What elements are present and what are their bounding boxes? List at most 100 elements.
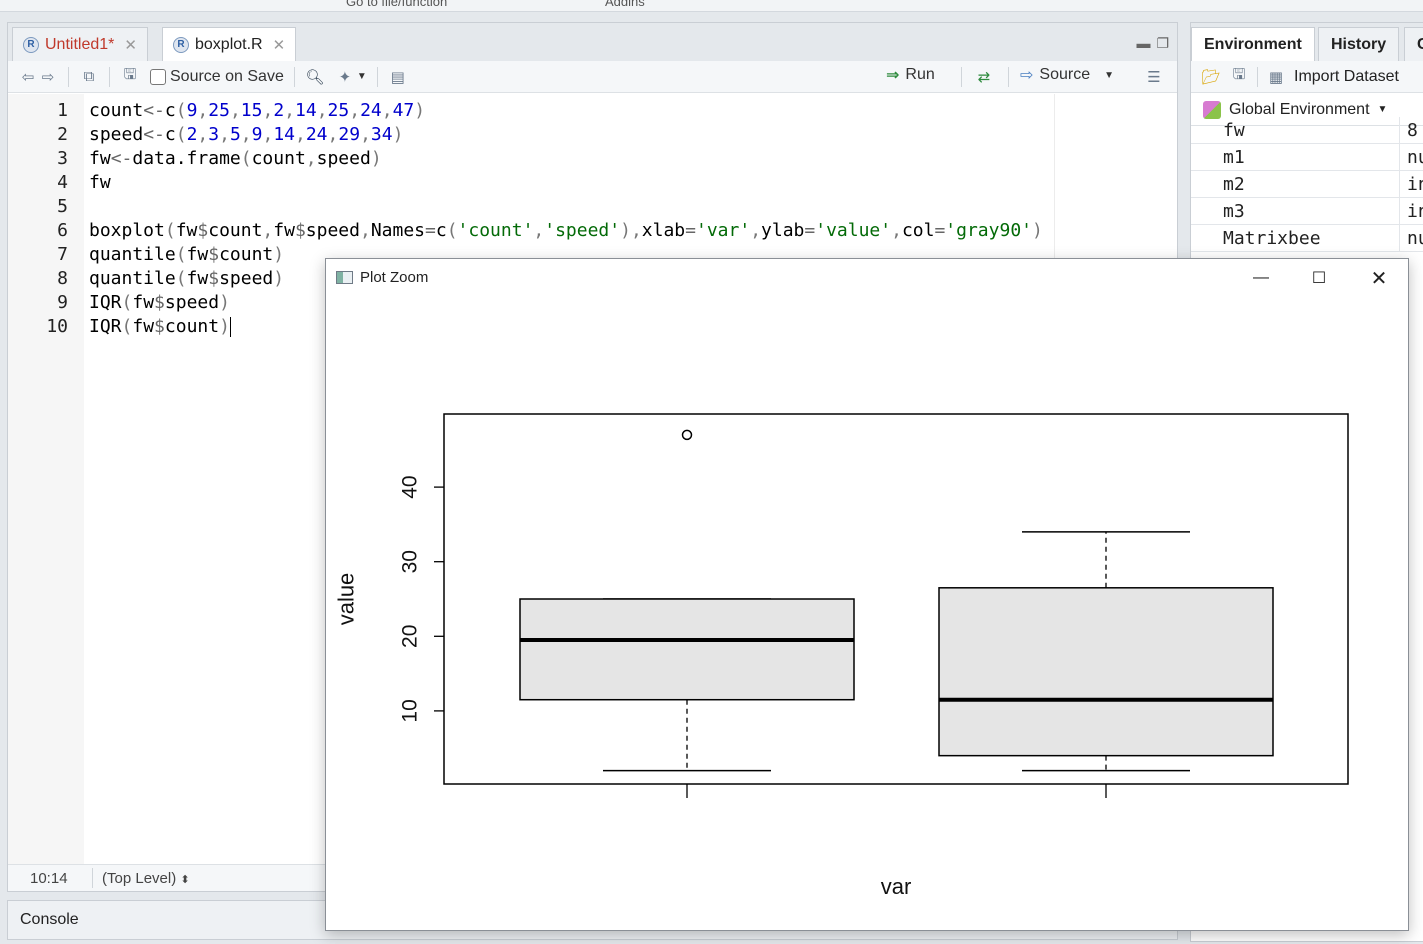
code-line[interactable]: IQR(fw$count): [89, 316, 231, 337]
import-dataset-icon[interactable]: ▦: [1268, 68, 1284, 86]
toolbar-divider: [961, 67, 962, 87]
back-arrow-icon[interactable]: ⇦: [21, 68, 35, 86]
code-line[interactable]: count<-c(9,25,15,2,14,25,24,47): [89, 100, 426, 121]
close-icon[interactable]: ✕: [1370, 267, 1388, 290]
environment-scope-selector[interactable]: Global Environment ▼: [1191, 94, 1423, 126]
window-titlebar[interactable]: Plot Zoom — ☐ ✕: [326, 259, 1408, 297]
run-label: Run: [905, 66, 935, 83]
environment-tab-bar: Environment History C: [1191, 23, 1423, 61]
show-in-window-icon[interactable]: ⧉: [83, 68, 95, 85]
environment-row[interactable]: fw 8: [1191, 117, 1423, 144]
environment-row[interactable]: Matrixbee nu: [1191, 225, 1423, 252]
minimize-icon[interactable]: —: [1253, 269, 1269, 286]
line-number: 3: [57, 148, 68, 169]
code-line[interactable]: quantile(fw$speed): [89, 268, 285, 289]
y-tick-label: 10: [399, 699, 422, 722]
line-number: 1: [57, 100, 68, 121]
variable-value: in: [1407, 174, 1423, 195]
toolbar-divider: [293, 66, 295, 87]
y-tick-label: 30: [399, 550, 422, 573]
tab-environment[interactable]: Environment: [1191, 27, 1315, 61]
window-app-icon: [336, 271, 353, 284]
code-line[interactable]: quantile(fw$count): [89, 244, 285, 265]
console-tab[interactable]: Console: [20, 911, 79, 928]
tab-connections[interactable]: C: [1404, 27, 1423, 61]
variable-value: in: [1407, 201, 1423, 222]
code-line[interactable]: IQR(fw$speed): [89, 292, 230, 313]
line-number: 4: [57, 172, 68, 193]
goto-file-input[interactable]: Go to file/function: [346, 0, 448, 9]
forward-arrow-icon[interactable]: ⇨: [41, 68, 55, 86]
tab-boxplot-r[interactable]: R boxplot.R ✕: [162, 27, 297, 61]
chevron-down-icon: ▼: [1377, 104, 1388, 115]
chevron-down-icon[interactable]: ▼: [356, 71, 367, 82]
tab-untitled1[interactable]: R Untitled1* ✕: [12, 27, 148, 61]
scope-label: Global Environment: [1229, 100, 1370, 118]
code-line[interactable]: speed<-c(2,3,5,9,14,24,29,34): [89, 124, 404, 145]
rerun-icon[interactable]: ⇄: [977, 69, 991, 86]
code-tools-wand-icon[interactable]: ✦: [338, 68, 352, 86]
environment-row[interactable]: m3 in: [1191, 198, 1423, 225]
pane-window-controls: ▬ ❐: [1136, 35, 1169, 52]
line-number: 9: [57, 292, 68, 313]
source-icon: ⇨: [1020, 67, 1034, 84]
minimize-pane-icon[interactable]: ▬: [1136, 35, 1151, 51]
addins-menu[interactable]: Addins: [605, 0, 645, 9]
line-number-gutter: 1 2 3 4 5 6 7 8 9 10: [8, 94, 84, 864]
scope-label: (Top Level): [102, 870, 177, 887]
toolbar-divider: [376, 66, 378, 87]
variable-name: m2: [1223, 174, 1245, 195]
variable-name: Matrixbee: [1223, 228, 1321, 249]
environment-row[interactable]: m2 in: [1191, 171, 1423, 198]
tab-label: C: [1417, 36, 1423, 54]
variable-name: m3: [1223, 201, 1245, 222]
document-outline-icon[interactable]: ☰: [1147, 69, 1161, 86]
run-arrow-icon: ⇒: [886, 67, 900, 84]
cursor-position: 10:14: [30, 870, 68, 887]
run-button[interactable]: ⇒ Run: [886, 65, 935, 85]
search-icon[interactable]: 🔍︎: [305, 68, 325, 86]
toolbar-divider: [1257, 66, 1258, 87]
source-button[interactable]: ⇨ Source ▼: [1020, 65, 1114, 85]
maximize-icon[interactable]: ☐: [1311, 270, 1327, 287]
code-line[interactable]: fw<-data.frame(count,speed): [89, 148, 382, 169]
box: [938, 587, 1274, 757]
variable-value: 8: [1407, 120, 1418, 141]
code-line[interactable]: fw: [89, 172, 111, 193]
close-tab-icon[interactable]: ✕: [272, 36, 286, 54]
line-number: 6: [57, 220, 68, 241]
scope-selector[interactable]: (Top Level) ⬍: [102, 870, 190, 887]
editor-toolbar: ⇦ ⇨ ⧉ 🖫 Source on Save 🔍︎ ✦ ▼ ▤ ⇒ Run ⇄ …: [8, 61, 1177, 93]
column-divider: [1399, 171, 1400, 198]
tab-label: boxplot.R: [195, 35, 263, 53]
close-tab-icon[interactable]: ✕: [124, 36, 137, 54]
line-number: 8: [57, 268, 68, 289]
open-folder-icon[interactable]: 📂︎: [1201, 68, 1221, 86]
save-workspace-icon[interactable]: 🖫: [1232, 66, 1246, 83]
maximize-pane-icon[interactable]: ❐: [1156, 35, 1169, 51]
source-on-save-label: Source on Save: [170, 67, 284, 85]
environment-toolbar: 📂︎ 🖫 ▦ Import Dataset: [1191, 61, 1423, 93]
toolbar-divider: [109, 66, 110, 87]
status-divider: [92, 868, 93, 888]
x-axis-label: var: [881, 874, 912, 899]
column-divider: [1399, 225, 1400, 252]
tab-label: History: [1331, 35, 1387, 53]
toolbar-divider: [68, 66, 69, 87]
compile-report-icon[interactable]: ▤: [390, 68, 405, 86]
y-tick-label: 40: [399, 475, 422, 498]
plot-frame: [443, 413, 1349, 785]
line-number: 2: [57, 124, 68, 145]
environment-row[interactable]: m1 nu: [1191, 144, 1423, 171]
chevron-down-icon[interactable]: ▼: [1104, 69, 1115, 81]
line-number: 10: [46, 316, 68, 337]
save-icon[interactable]: 🖫: [123, 66, 137, 83]
window-title: Plot Zoom: [360, 269, 429, 286]
code-line[interactable]: boxplot(fw$count,fw$speed,Names=c('count…: [89, 220, 1043, 241]
source-on-save-checkbox[interactable]: [150, 68, 166, 85]
box: [519, 598, 855, 701]
tab-history[interactable]: History: [1318, 27, 1400, 61]
import-dataset-button[interactable]: Import Dataset: [1294, 67, 1399, 85]
r-file-icon: R: [173, 36, 189, 53]
tab-label: Untitled1*: [45, 35, 115, 53]
